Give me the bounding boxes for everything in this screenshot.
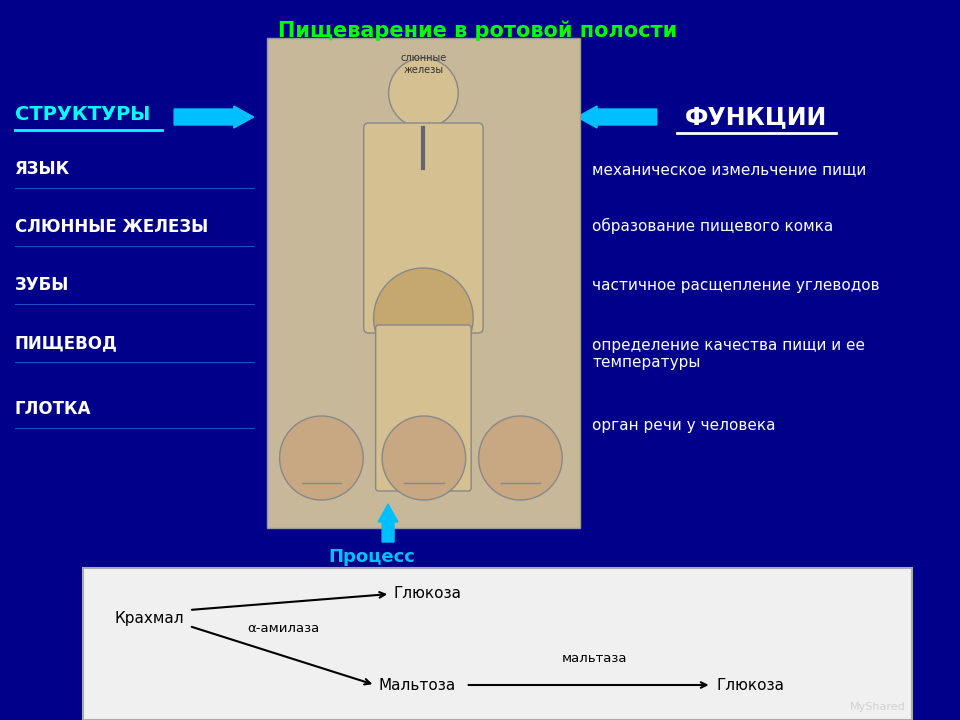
Text: орган речи у человека: орган речи у человека [592,418,776,433]
Text: ПИЩЕВОД: ПИЩЕВОД [15,334,118,352]
FancyBboxPatch shape [364,123,483,333]
Circle shape [279,416,363,500]
Text: механическое измельчение пищи: механическое измельчение пищи [592,162,866,177]
Text: ЗУБЫ: ЗУБЫ [15,276,69,294]
FancyBboxPatch shape [375,325,471,491]
Text: α-амилаза: α-амилаза [247,621,319,634]
FancyBboxPatch shape [83,568,912,720]
FancyArrow shape [174,106,253,128]
Text: Пищеварение в ротовой полости: Пищеварение в ротовой полости [278,20,677,40]
Text: ФУНКЦИИ: ФУНКЦИИ [685,105,828,129]
Text: СТРУКТУРЫ: СТРУКТУРЫ [15,105,151,124]
Text: мальтаза: мальтаза [563,652,628,665]
Text: Процесс: Процесс [328,548,416,566]
Text: слюнные
железы: слюнные железы [400,53,446,75]
Circle shape [389,58,458,128]
Text: СЛЮННЫЕ ЖЕЛЕЗЫ: СЛЮННЫЕ ЖЕЛЕЗЫ [15,218,208,236]
FancyBboxPatch shape [267,38,580,528]
Text: MyShared: MyShared [850,702,905,712]
Text: Крахмал: Крахмал [114,611,184,626]
Circle shape [373,268,473,368]
Circle shape [382,416,466,500]
FancyArrow shape [378,504,398,542]
Text: определение качества пищи и ее
температуры: определение качества пищи и ее температу… [592,338,865,370]
Text: частичное расщепление углеводов: частичное расщепление углеводов [592,278,879,293]
Text: ГЛОТКА: ГЛОТКА [15,400,91,418]
Text: Глюкоза: Глюкоза [393,587,461,601]
FancyArrow shape [577,106,657,128]
Text: ЯЗЫК: ЯЗЫК [15,160,70,178]
Text: образование пищевого комка: образование пищевого комка [592,218,833,234]
Text: Мальтоза: Мальтоза [378,678,455,693]
Text: Глюкоза: Глюкоза [716,678,784,693]
Circle shape [479,416,563,500]
